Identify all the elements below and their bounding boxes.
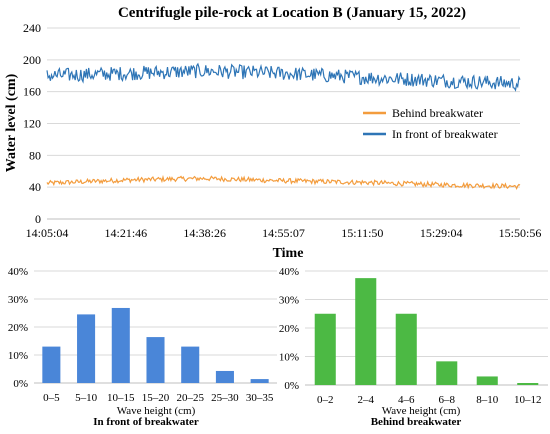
timeseries-y-tick-label: 0 <box>35 212 41 226</box>
histogram-front-y-ticks: 0% 10% 20% 30% 40% <box>8 266 28 390</box>
h1-x-tick-label: 30–35 <box>246 392 274 404</box>
h1-y-tick-label: 30% <box>8 294 28 306</box>
histogram-behind: 0% 10% 20% 30% 40% 0–2 2–4 4–6 6–8 8–10 10–12 Wav… <box>279 266 548 428</box>
timeseries-y-tick-label: 80 <box>29 148 41 162</box>
h2-x-tick-label: 10–12 <box>514 394 542 406</box>
h1-bar <box>77 314 96 383</box>
timeseries-title: Centrifugle pile-rock at Location B (Jan… <box>118 5 466 21</box>
h1-bar <box>215 370 234 383</box>
h2-x-tick-label: 0–2 <box>317 394 334 406</box>
histogram-behind-x-ticks: 0–2 2–4 4–6 6–8 8–10 10–12 <box>317 394 542 406</box>
legend-label-behind-breakwater: Behind breakwater <box>392 106 483 120</box>
timeseries-chart: Centrifugle pile-rock at Location B (Jan… <box>4 5 541 261</box>
timeseries-x-tick-label: 15:11:50 <box>341 226 383 240</box>
h1-x-tick-label: 20–25 <box>176 392 204 404</box>
h1-bar <box>146 337 165 383</box>
timeseries-y-ticks: 0 40 80 120 160 200 240 <box>23 21 41 226</box>
h1-x-tick-label: 15–20 <box>142 392 170 404</box>
h2-bar <box>476 376 498 385</box>
timeseries-gridlines <box>47 27 520 188</box>
h2-y-tick-label: 0% <box>284 380 299 392</box>
h1-bar <box>250 379 269 383</box>
h2-y-tick-label: 10% <box>279 352 299 364</box>
h1-bar <box>42 346 61 383</box>
timeseries-series <box>46 62 521 190</box>
timeseries-x-axis-title: Time <box>273 246 304 261</box>
histogram-front: 0% 10% 20% 30% 40% 0–5 5–10 10–15 15–20 20–25 25–… <box>8 266 277 428</box>
timeseries-x-tick-label: 14:05:04 <box>26 226 69 240</box>
h2-x-tick-label: 2–4 <box>358 394 375 406</box>
h1-y-tick-label: 20% <box>8 322 28 334</box>
histogram-front-caption: In front of breakwater <box>93 416 199 428</box>
h1-x-tick-label: 10–15 <box>107 392 135 404</box>
timeseries-x-tick-label: 15:29:04 <box>420 226 463 240</box>
timeseries-y-axis-title: Water level (cm) <box>4 73 19 172</box>
histogram-behind-x-axis-title: Wave height (cm) <box>382 405 461 417</box>
histogram-front-x-ticks: 0–5 5–10 10–15 15–20 20–25 25–30 30–35 <box>43 392 274 404</box>
h1-y-tick-label: 10% <box>8 350 28 362</box>
h2-bar <box>395 313 417 385</box>
histogram-behind-caption: Behind breakwater <box>371 416 462 428</box>
h2-y-tick-label: 40% <box>279 266 299 278</box>
h2-x-tick-label: 8–10 <box>476 394 499 406</box>
timeseries-y-tick-label: 40 <box>29 180 41 194</box>
h2-y-tick-label: 30% <box>279 295 299 307</box>
histogram-behind-bars <box>314 278 539 385</box>
legend-label-in-front-of-breakwater: In front of breakwater <box>392 127 498 141</box>
h1-y-tick-label: 40% <box>8 266 28 278</box>
timeseries-y-tick-label: 120 <box>23 117 41 131</box>
histogram-front-x-axis-title: Wave height (cm) <box>117 405 196 417</box>
h1-x-tick-label: 0–5 <box>43 392 60 404</box>
h1-x-tick-label: 25–30 <box>211 392 239 404</box>
timeseries-x-tick-label: 15:50:56 <box>499 226 542 240</box>
h2-x-tick-label: 6–8 <box>439 394 456 406</box>
timeseries-legend: Behind breakwater In front of breakwater <box>363 106 498 141</box>
h1-x-tick-label: 5–10 <box>75 392 98 404</box>
h2-bar <box>436 361 458 385</box>
histogram-front-bars <box>42 307 269 383</box>
h1-bar <box>181 346 200 383</box>
h2-bar <box>314 313 336 385</box>
h1-bar <box>111 307 130 383</box>
h2-bar <box>517 383 539 385</box>
timeseries-y-tick-label: 200 <box>23 53 41 67</box>
series-line-behind-breakwater <box>46 174 521 190</box>
timeseries-x-ticks: 14:05:04 14:21:46 14:38:26 14:55:07 15:11:50… <box>26 226 542 240</box>
histogram-behind-gridlines <box>305 270 548 386</box>
h2-bar <box>355 278 377 385</box>
histogram-behind-y-ticks: 0% 10% 20% 30% 40% <box>279 266 299 392</box>
series-line-in-front-of-breakwater <box>46 62 521 92</box>
timeseries-x-tick-label: 14:21:46 <box>104 226 147 240</box>
timeseries-y-tick-label: 160 <box>23 85 41 99</box>
h2-x-tick-label: 4–6 <box>398 394 415 406</box>
timeseries-x-tick-label: 14:55:07 <box>262 226 305 240</box>
timeseries-y-tick-label: 240 <box>23 21 41 35</box>
h1-y-tick-label: 0% <box>13 378 28 390</box>
h2-y-tick-label: 20% <box>279 323 299 335</box>
timeseries-x-tick-label: 14:38:26 <box>183 226 226 240</box>
